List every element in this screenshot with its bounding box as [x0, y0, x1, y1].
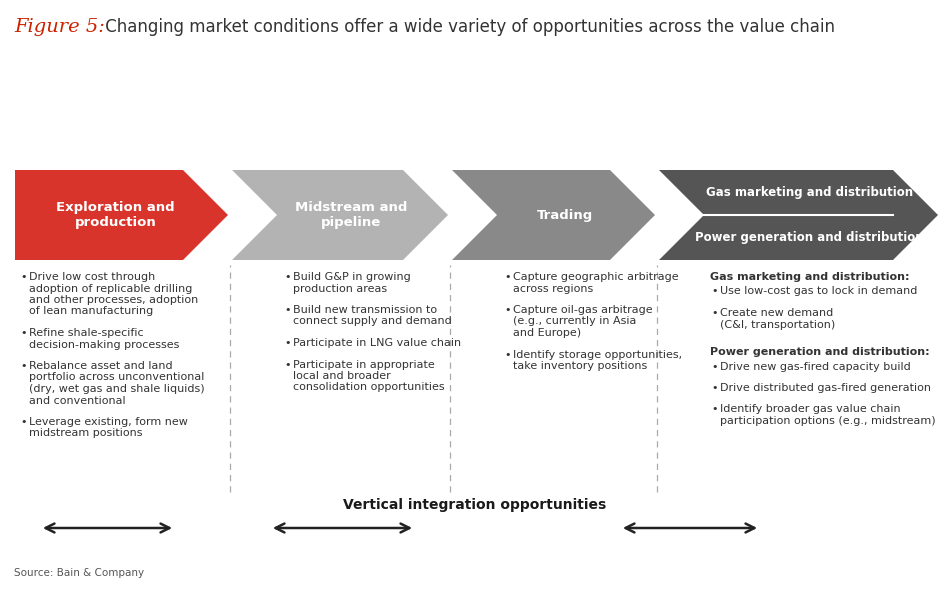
Text: portfolio across unconventional: portfolio across unconventional	[29, 373, 204, 383]
Text: •: •	[284, 272, 291, 282]
Text: •: •	[20, 328, 27, 338]
Text: Power generation and distribution:: Power generation and distribution:	[710, 347, 930, 357]
Text: Gas marketing and distribution:: Gas marketing and distribution:	[710, 272, 909, 282]
Text: •: •	[711, 361, 717, 371]
Text: •: •	[20, 361, 27, 371]
Text: Leverage existing, form new: Leverage existing, form new	[29, 417, 188, 427]
Text: Identify broader gas value chain: Identify broader gas value chain	[720, 404, 901, 415]
Text: Refine shale-specific: Refine shale-specific	[29, 328, 143, 338]
Text: •: •	[284, 338, 291, 348]
Text: adoption of replicable drilling: adoption of replicable drilling	[29, 283, 192, 293]
Text: Create new demand: Create new demand	[720, 308, 833, 318]
Text: production areas: production areas	[293, 283, 388, 293]
Text: participation options (e.g., midstream): participation options (e.g., midstream)	[720, 416, 936, 426]
Text: Drive new gas-fired capacity build: Drive new gas-fired capacity build	[720, 361, 911, 371]
Text: Build new transmission to: Build new transmission to	[293, 305, 437, 315]
Text: Vertical integration opportunities: Vertical integration opportunities	[343, 498, 607, 512]
Text: Changing market conditions offer a wide variety of opportunities across the valu: Changing market conditions offer a wide …	[100, 18, 835, 36]
Text: •: •	[711, 308, 717, 318]
Text: (C&I, transportation): (C&I, transportation)	[720, 319, 835, 329]
Text: of lean manufacturing: of lean manufacturing	[29, 307, 153, 317]
Polygon shape	[232, 170, 448, 260]
Text: •: •	[504, 349, 510, 359]
Text: Participate in LNG value chain: Participate in LNG value chain	[293, 338, 461, 348]
Text: •: •	[504, 305, 510, 315]
Polygon shape	[659, 215, 938, 260]
Text: Drive distributed gas-fired generation: Drive distributed gas-fired generation	[720, 383, 931, 393]
Text: Drive low cost through: Drive low cost through	[29, 272, 155, 282]
Text: •: •	[284, 359, 291, 370]
Text: consolidation opportunities: consolidation opportunities	[293, 383, 445, 392]
Text: Source: Bain & Company: Source: Bain & Company	[14, 568, 144, 578]
Text: local and broader: local and broader	[293, 371, 390, 381]
Text: Exploration and
production: Exploration and production	[56, 201, 175, 229]
Text: Build G&P in growing: Build G&P in growing	[293, 272, 410, 282]
Text: and Europe): and Europe)	[513, 328, 581, 338]
Text: Figure 5:: Figure 5:	[14, 18, 104, 36]
Text: Gas marketing and distribution: Gas marketing and distribution	[706, 186, 913, 199]
Text: (dry, wet gas and shale liquids): (dry, wet gas and shale liquids)	[29, 384, 204, 394]
Polygon shape	[15, 170, 228, 260]
Text: Capture geographic arbitrage: Capture geographic arbitrage	[513, 272, 678, 282]
Text: across regions: across regions	[513, 283, 593, 293]
Text: •: •	[711, 404, 717, 415]
Text: and conventional: and conventional	[29, 395, 125, 406]
Text: •: •	[284, 305, 291, 315]
Text: Participate in appropriate: Participate in appropriate	[293, 359, 435, 370]
Polygon shape	[452, 170, 655, 260]
Text: Use low-cost gas to lock in demand: Use low-cost gas to lock in demand	[720, 286, 918, 296]
Text: take inventory positions: take inventory positions	[513, 361, 647, 371]
Text: •: •	[711, 383, 717, 393]
Text: Power generation and distribution: Power generation and distribution	[695, 231, 924, 244]
Polygon shape	[659, 170, 938, 215]
Text: •: •	[20, 417, 27, 427]
Text: Rebalance asset and land: Rebalance asset and land	[29, 361, 173, 371]
Text: (e.g., currently in Asia: (e.g., currently in Asia	[513, 317, 636, 326]
Text: Trading: Trading	[537, 208, 593, 221]
Text: Midstream and
pipeline: Midstream and pipeline	[295, 201, 408, 229]
Text: •: •	[20, 272, 27, 282]
Text: Identify storage opportunities,: Identify storage opportunities,	[513, 349, 682, 359]
Text: decision-making processes: decision-making processes	[29, 340, 180, 349]
Text: •: •	[711, 286, 717, 296]
Text: midstream positions: midstream positions	[29, 428, 142, 439]
Text: and other processes, adoption: and other processes, adoption	[29, 295, 199, 305]
Text: connect supply and demand: connect supply and demand	[293, 317, 452, 326]
Text: •: •	[504, 272, 510, 282]
Text: Capture oil-gas arbitrage: Capture oil-gas arbitrage	[513, 305, 653, 315]
